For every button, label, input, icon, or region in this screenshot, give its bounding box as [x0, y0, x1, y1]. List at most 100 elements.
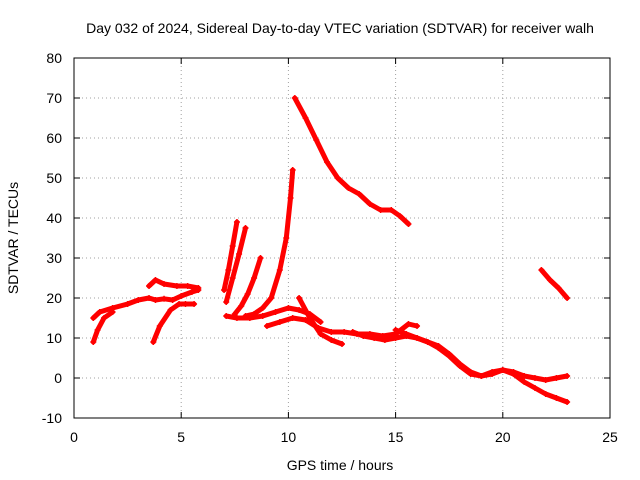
- series-arc-11: [296, 295, 345, 347]
- data-point: [223, 299, 230, 305]
- data-point: [467, 371, 474, 377]
- x-tick-label: 15: [388, 429, 404, 445]
- data-point: [564, 295, 571, 301]
- data-point: [124, 301, 131, 307]
- data-point: [184, 283, 191, 289]
- series-line: [393, 327, 570, 405]
- data-point: [341, 329, 348, 335]
- data-point: [531, 385, 538, 391]
- data-point: [317, 331, 324, 337]
- data-point: [167, 307, 174, 313]
- series-arc-15: [538, 267, 571, 301]
- data-point: [414, 323, 421, 329]
- series-line: [146, 277, 201, 291]
- y-tick-label: 60: [46, 130, 62, 146]
- series-line: [538, 267, 570, 301]
- axes: 0 5 10 15 20 25 -10 0 10 20 30 40 50 60 70 80: [42, 50, 618, 445]
- data-point: [414, 335, 421, 341]
- data-point: [302, 115, 309, 121]
- data-point: [405, 221, 412, 227]
- y-tick-label: 30: [46, 250, 62, 266]
- series-arc-13: [349, 329, 571, 383]
- data-point: [405, 321, 412, 327]
- data-point: [553, 375, 560, 381]
- data-point: [403, 331, 410, 337]
- y-tick-label: -10: [42, 410, 62, 426]
- series-line: [223, 225, 248, 305]
- data-point: [306, 315, 313, 321]
- data-point: [381, 337, 388, 343]
- chart-title: Day 032 of 2024, Sidereal Day-to-day VTE…: [86, 20, 594, 36]
- series-arc-6: [223, 225, 249, 305]
- data-point: [173, 283, 180, 289]
- data-point: [296, 307, 303, 313]
- data-point: [176, 301, 183, 307]
- data-point: [371, 335, 378, 341]
- data-point: [225, 267, 232, 273]
- y-axis-title: SDTVAR / TECUs: [5, 182, 21, 294]
- y-tick-label: 0: [54, 370, 62, 386]
- data-point: [542, 377, 549, 383]
- data-point: [233, 219, 240, 225]
- data-point: [349, 329, 356, 335]
- data-point: [388, 207, 395, 213]
- data-point: [521, 379, 528, 385]
- data-point: [366, 201, 373, 207]
- data-point: [161, 281, 168, 287]
- data-point: [317, 319, 324, 325]
- data-point: [223, 313, 230, 319]
- data-point: [287, 195, 294, 201]
- data-point: [229, 275, 236, 281]
- data-point: [345, 185, 352, 191]
- series-arc-3: [146, 277, 202, 291]
- data-point: [564, 373, 571, 379]
- x-tick-label: 20: [495, 429, 511, 445]
- data-point: [510, 371, 517, 377]
- data-point: [259, 305, 266, 311]
- series-line: [221, 219, 240, 293]
- x-tick-label: 25: [602, 429, 618, 445]
- data-point: [285, 305, 292, 311]
- data-point: [356, 191, 363, 197]
- data-point: [521, 373, 528, 379]
- series-line: [90, 309, 116, 345]
- data-point: [377, 207, 384, 213]
- data-point: [272, 309, 279, 315]
- data-point: [334, 175, 341, 181]
- data-point: [152, 277, 159, 283]
- y-tick-label: 50: [46, 170, 62, 186]
- data-point: [188, 289, 195, 295]
- data-point: [546, 277, 553, 283]
- data-point: [542, 391, 549, 397]
- data-point: [313, 137, 320, 143]
- data-point: [242, 225, 249, 231]
- data-point: [456, 363, 463, 369]
- data-point: [221, 287, 228, 293]
- data-point: [257, 255, 264, 261]
- data-point: [146, 295, 153, 301]
- data-point: [191, 301, 198, 307]
- data-point: [289, 167, 296, 173]
- series-arc-2: [90, 309, 116, 345]
- data-point: [90, 339, 97, 345]
- data-point: [564, 399, 571, 405]
- data-point: [289, 315, 296, 321]
- y-tick-label: 10: [46, 330, 62, 346]
- data-point: [276, 319, 283, 325]
- series-arc-5: [221, 219, 240, 293]
- data-point: [152, 297, 159, 303]
- data-point: [156, 323, 163, 329]
- data-point: [96, 309, 103, 315]
- data-traces: [90, 95, 571, 405]
- x-tick-label: 0: [70, 429, 78, 445]
- y-tick-label: 20: [46, 290, 62, 306]
- data-point: [135, 297, 142, 303]
- y-tick-label: 70: [46, 90, 62, 106]
- data-point: [268, 295, 275, 301]
- data-point: [424, 339, 431, 345]
- data-point: [251, 275, 258, 281]
- series-line: [292, 95, 411, 227]
- data-point: [244, 291, 251, 297]
- y-tick-label: 40: [46, 210, 62, 226]
